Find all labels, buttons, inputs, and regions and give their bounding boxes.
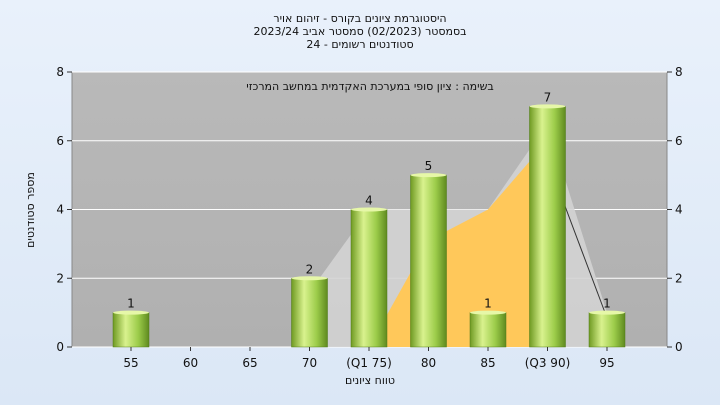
x-tick-label: 80	[421, 356, 436, 370]
bar-cap	[291, 276, 328, 281]
bar-value-label: 1	[484, 297, 492, 311]
bar-value-label: 2	[306, 262, 314, 276]
x-tick-label: (Q1 75)	[346, 356, 392, 370]
x-tick-label: (Q3 90)	[525, 356, 571, 370]
bars	[112, 104, 626, 348]
y-tick-labels-right: 0 2 4 6 8	[675, 65, 683, 354]
bar-cap	[113, 310, 149, 315]
bar	[410, 174, 447, 348]
bar-cap	[470, 310, 506, 315]
bar-value-label: 4	[365, 194, 373, 208]
x-tick-label: 85	[480, 356, 495, 370]
x-tick-labels: 55 60 65 70 (Q1 75) 80 85 (Q3 90) 95	[123, 347, 615, 370]
title-line-3: סטודנטים רשומים - 24	[306, 38, 413, 51]
bar-value-label: 5	[425, 159, 433, 173]
title-line-1: היסטוגרמת ציונים בקורס - זיהום אויר	[273, 12, 446, 25]
x-tick-label: 95	[599, 356, 614, 370]
chart-title: היסטוגרמת ציונים בקורס - זיהום אויר בסמס…	[253, 12, 466, 51]
bar-value-label: 1	[127, 297, 135, 311]
y-tick-label-right: 8	[675, 65, 683, 79]
x-tick-label: 60	[183, 356, 198, 370]
chart-annotation: בשימה : ציון סופי במערכת האקדמית במחשב ה…	[246, 80, 494, 93]
y-tick-label: 4	[56, 203, 64, 217]
data-labels: 1 2 4 5 1 7 1	[127, 90, 611, 310]
bar-cap	[351, 207, 387, 212]
y-tick-labels-left: 0 2 4 6 8	[56, 65, 64, 354]
y-tick-label: 0	[56, 340, 64, 354]
x-tick-label: 65	[242, 356, 257, 370]
y-tick-label-right: 2	[675, 271, 683, 285]
bar-cap	[410, 173, 447, 178]
bar-value-label: 7	[544, 90, 552, 104]
title-line-2: בסמסטר (02/2023) סמסטר אביב 2023/24	[253, 25, 466, 38]
bar	[588, 312, 626, 348]
x-tick-label: 70	[302, 356, 317, 370]
x-axis-title: טווח ציונים	[345, 374, 395, 387]
bar	[112, 312, 150, 348]
bar-cap	[529, 104, 566, 109]
y-tick-label-right: 0	[675, 340, 683, 354]
bar-cap	[589, 310, 625, 315]
y-tick-label: 6	[56, 134, 64, 148]
bar	[350, 209, 388, 348]
y-tick-label: 2	[56, 271, 64, 285]
bar	[469, 312, 507, 348]
y-axis-title: מספר סטודנטים	[24, 172, 37, 248]
y-tick-label-right: 6	[675, 134, 683, 148]
y-tick-label: 8	[56, 65, 64, 79]
x-tick-label: 55	[123, 356, 138, 370]
y-tick-label-right: 4	[675, 203, 683, 217]
bar	[529, 106, 566, 348]
bar	[291, 278, 328, 348]
bar-value-label: 1	[603, 297, 611, 311]
